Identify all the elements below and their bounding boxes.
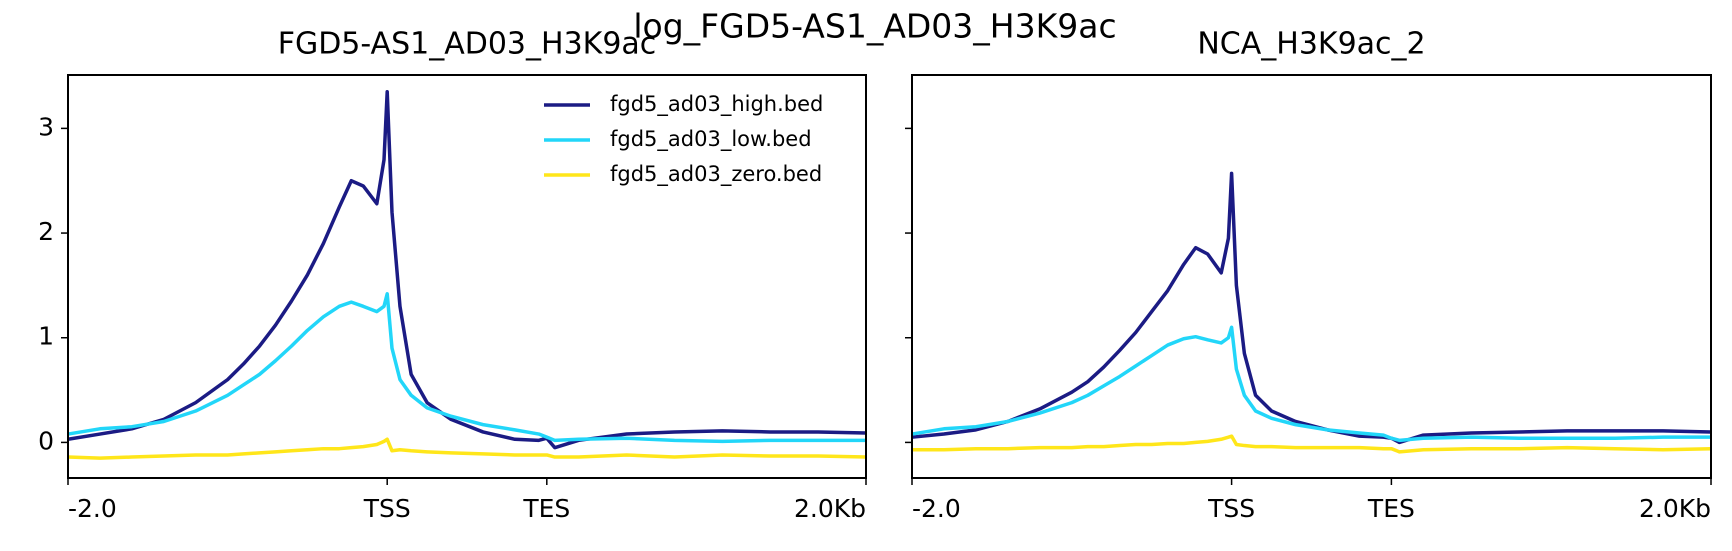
x-tick-label: -2.0 — [68, 494, 117, 523]
y-tick-label: 3 — [38, 112, 54, 141]
x-tick-label: TSS — [1207, 494, 1255, 523]
x-tick-label: 2.0Kb — [1639, 494, 1711, 523]
data-line — [67, 437, 867, 460]
y-tick-label: 1 — [38, 322, 54, 351]
legend-label: fgd5_ad03_zero.bed — [610, 162, 822, 187]
figure-title: log_FGD5-AS1_AD03_H3K9ac — [633, 7, 1116, 46]
data-line — [912, 434, 1712, 454]
data-line — [67, 292, 866, 444]
x-tick-label: 2.0Kb — [794, 494, 866, 523]
legend-label: fgd5_ad03_low.bed — [610, 127, 812, 152]
y-tick-label: 2 — [38, 217, 54, 246]
panel-title: NCA_H3K9ac_2 — [1197, 27, 1425, 62]
x-tick-label: TES — [522, 494, 570, 523]
x-tick-label: TSS — [363, 494, 411, 523]
data-line — [911, 325, 1711, 443]
plot-frame — [67, 74, 867, 479]
x-tick-label: -2.0 — [912, 494, 961, 523]
y-tick-label: 0 — [38, 426, 54, 455]
legend-label: fgd5_ad03_high.bed — [610, 92, 823, 117]
plot-frame — [911, 74, 1712, 479]
x-tick-label: TES — [1367, 494, 1415, 523]
data-line — [911, 171, 1712, 445]
panel-title: FGD5-AS1_AD03_H3K9ac — [278, 27, 657, 62]
